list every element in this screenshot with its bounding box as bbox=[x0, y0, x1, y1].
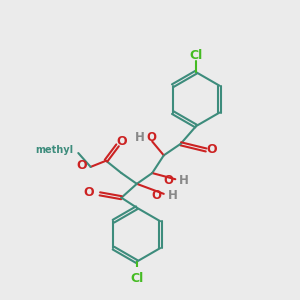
Text: O: O bbox=[76, 159, 87, 172]
Text: H: H bbox=[135, 131, 145, 144]
Text: O: O bbox=[84, 186, 94, 199]
Text: methyl: methyl bbox=[35, 145, 73, 155]
Text: O: O bbox=[206, 143, 217, 157]
Text: Cl: Cl bbox=[130, 272, 143, 285]
Text: Cl: Cl bbox=[190, 49, 203, 62]
Text: O: O bbox=[152, 189, 161, 202]
Text: O: O bbox=[116, 135, 127, 148]
Text: O: O bbox=[146, 131, 156, 144]
Text: H: H bbox=[179, 174, 189, 187]
Text: H: H bbox=[168, 189, 178, 202]
Text: O: O bbox=[163, 174, 173, 187]
